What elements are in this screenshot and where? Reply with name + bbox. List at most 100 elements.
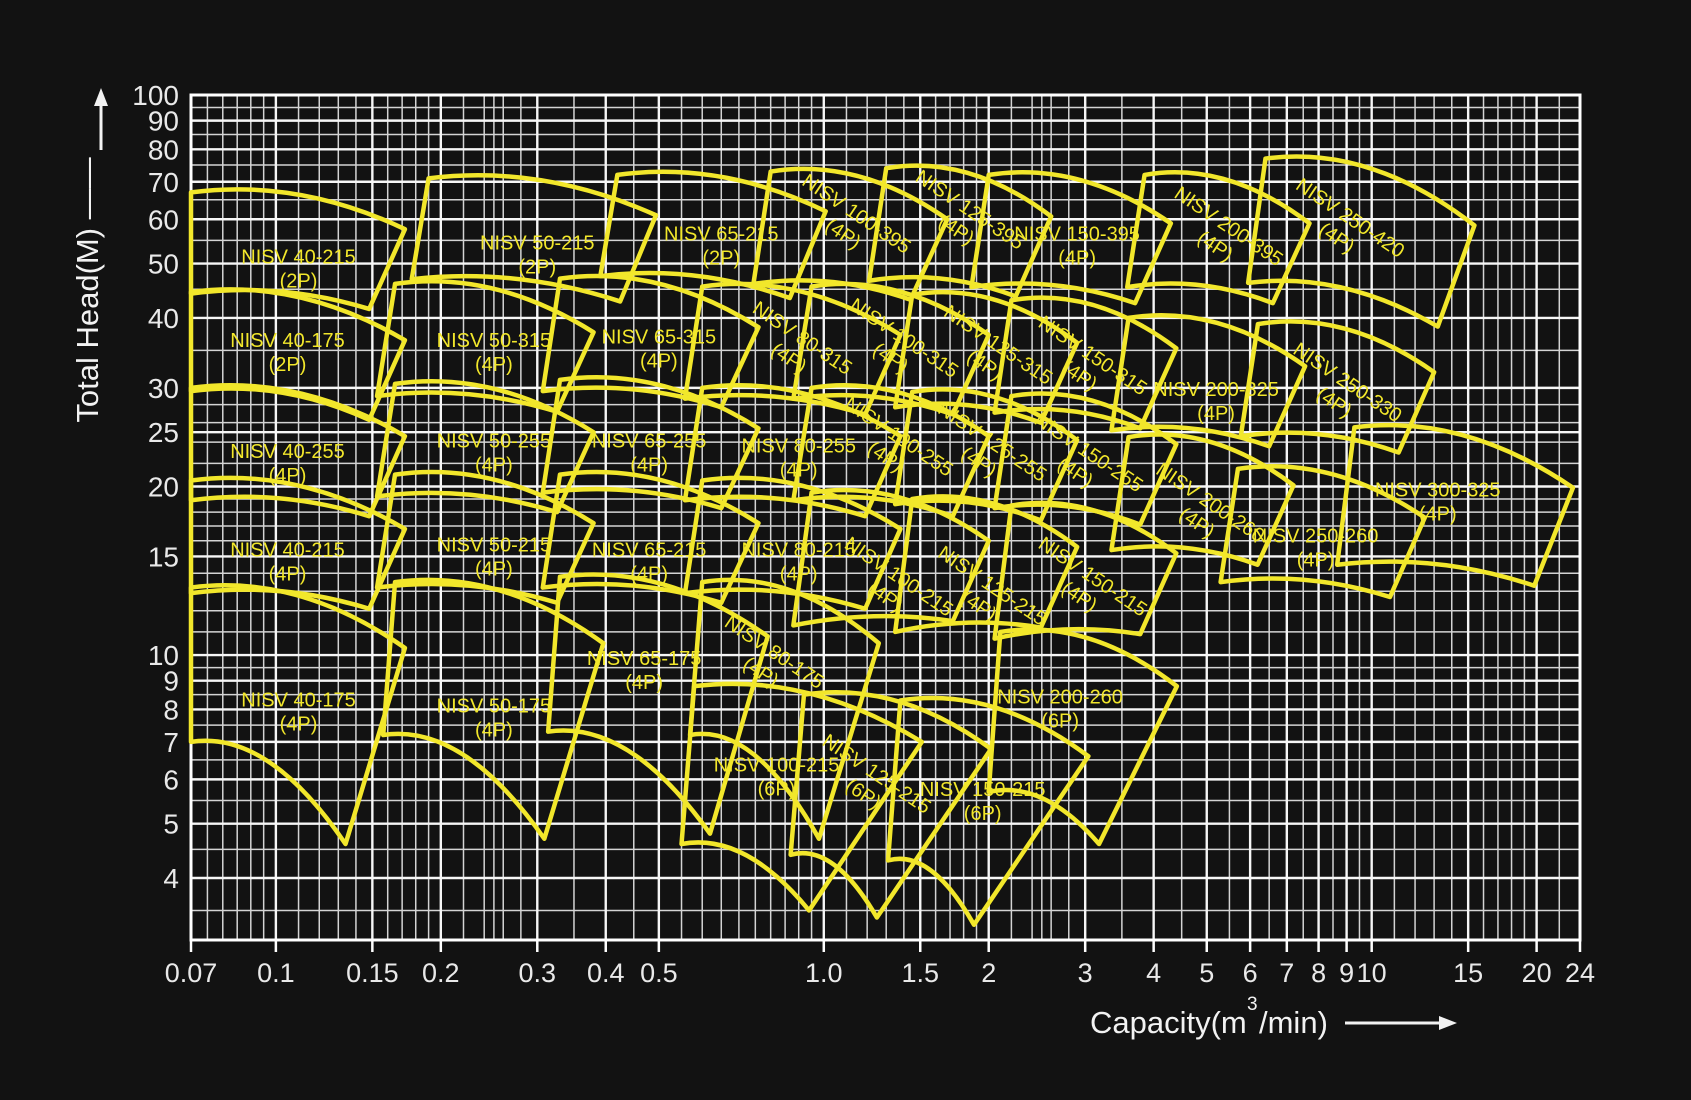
pump-model-label: NISV 40-175 [230,330,345,352]
pump-model-label: NISV 50-255 [437,430,552,452]
pump-region-label-nisv-50-215-4p: NISV 50-215(4P) [437,535,552,581]
pump-model-label: NISV 65-255 [592,430,707,452]
pump-poles-label: (4P) [625,672,663,694]
x-tick-label: 0.15 [346,958,399,988]
pump-poles-label: (4P) [475,454,513,476]
pump-model-label: NISV 50-215 [437,535,552,557]
pump-region-nisv-65-215-4p [540,469,761,606]
pump-region-label-nisv-65-255-4p: NISV 65-255(4P) [592,430,707,476]
pump-model-label: NISV 40-175 [241,689,356,711]
pump-region-nisv-50-215-2p [409,173,659,304]
pump-model-label: NISV 65-315 [602,327,717,349]
pump-model-label: NISV 100-215 [714,754,840,776]
x-tick-label: 2 [981,958,996,988]
pump-region-nisv-100-215-4p [791,487,991,628]
pump-region-nisv-250-330-4p [1238,319,1437,455]
x-axis-arrowhead-icon [1439,1016,1457,1030]
pump-region-label-nisv-50-255-4p: NISV 50-255(4P) [437,430,552,476]
pump-region-nisv-200-260-4p [1109,432,1296,567]
x-tick-label: 5 [1199,958,1214,988]
y-tick-label: 20 [148,471,179,502]
x-tick-label: 0.5 [640,958,678,988]
pump-region-label-nisv-40-255-4p: NISV 40-255(4P) [230,441,345,487]
pump-region-label-nisv-150-215-6p: NISV 150-215(6P) [920,779,1046,825]
pump-poles-label: (6P) [1041,710,1079,732]
pump-poles-label: (4P) [1197,403,1235,425]
pump-poles-label: (4P) [475,719,513,741]
pump-poles-label: (4P) [630,454,668,476]
x-tick-label: 8 [1311,958,1326,988]
y-tick-label: 25 [148,417,179,448]
pump-model-label: NISV 40-215 [230,539,345,561]
pump-region-label-nisv-100-215-6p: NISV 100-215(6P) [714,754,840,800]
y-axis-arrowhead-icon [94,88,108,106]
pump-region-nisv-250-260-4p [1218,464,1428,600]
y-tick-label: 100 [132,80,179,111]
pump-poles-label: (4P) [475,354,513,376]
pump-model-label: NISV 40-215 [241,247,356,269]
x-tick-label: 4 [1146,958,1161,988]
y-tick-label: 70 [148,167,179,198]
pump-region-nisv-40-215-4p [188,475,408,611]
pump-poles-label: (6P) [758,778,796,800]
pump-region-nisv-200-395-4p [1125,170,1312,306]
pump-poles-label: (2P) [280,271,318,293]
pump-model-label: NISV 80-255 [741,436,856,458]
pump-poles-label: (4P) [640,351,678,373]
pump-region-nisv-80-255-4p [682,383,903,519]
pump-region-label-nisv-200-260-6p: NISV 200-260(6P) [997,686,1123,732]
pump-region-nisv-100-395-4p [751,166,950,302]
pump-region-label-nisv-50-175-4p: NISV 50-175(4P) [437,695,552,741]
pump-region-label-nisv-40-215-2p: NISV 40-215(2P) [241,247,356,293]
pump-region-nisv-80-175-4p [687,577,882,842]
x-tick-label: 0.1 [257,958,295,988]
axis-ticks: 0.07 0.1 0.15 0.2 0.3 0.4 0.5 1.0 1.5 2 3 4 5 6 7 8 9 10 1… [132,80,1595,988]
x-tick-label: 6 [1243,958,1258,988]
pump-model-label: NISV 150-215 [920,779,1046,801]
y-tick-label: 5 [163,809,179,840]
pump-model-label: NISV 50-175 [437,695,552,717]
x-tick-label: 3 [1078,958,1093,988]
pump-region-nisv-50-315-4p [374,279,596,414]
y-tick-label: 7 [163,727,179,758]
x-tick-label: 0.3 [519,958,557,988]
pump-poles-label: (4P) [280,713,318,735]
y-tick-label: 80 [148,134,179,165]
x-tick-label: 1.5 [901,958,939,988]
y-axis-title: Total Head(M) ―― [70,157,105,422]
pump-region-nisv-200-260-6p [986,627,1180,847]
pump-poles-label: (2P) [702,247,740,269]
pump-poles-label: (2P) [518,256,556,278]
pump-region-label-nisv-65-315-4p: NISV 65-315(4P) [602,327,717,373]
pump-model-label: NISV 50-215 [480,232,595,254]
x-tick-label: 0.4 [587,958,625,988]
x-axis-title-group: Capacity(m 3 /min) [1090,994,1457,1040]
pump-region-nisv-65-215-2p [598,169,828,301]
pump-model-label: NISV 65-175 [587,648,702,670]
pump-poles-label: (4P) [1419,503,1457,525]
y-tick-label: 6 [163,764,179,795]
pump-model-label: NISV 40-255 [230,441,345,463]
pump-region-nisv-40-175-2p [188,287,408,423]
pump-poles-label: (6P) [964,803,1002,825]
y-tick-label: 8 [163,694,179,725]
pump-region-label-nisv-50-315-4p: NISV 50-315(4P) [437,330,552,376]
pump-model-label: NISV 65-215 [664,223,779,245]
pump-region-nisv-150-215-6p [885,695,1091,928]
pump-region-label-nisv-250-260-4p: NISV 250-260(4P) [1253,525,1379,571]
y-tick-label: 60 [148,204,179,235]
pump-region-nisv-50-175-4p [380,577,606,842]
pump-region-label-nisv-40-215-4p: NISV 40-215(4P) [230,539,345,585]
pump-region-nisv-125-215-4p [892,494,1080,635]
y-tick-label: 40 [148,303,179,334]
pump-region-label-nisv-65-215-2p: NISV 65-215(2P) [664,223,779,269]
y-tick-label: 50 [148,249,179,280]
pump-model-label: NISV 150-395 [1014,223,1140,245]
y-axis-title-group: Total Head(M) ―― [70,88,108,423]
pump-model-label: NISV 65-215 [592,539,707,561]
pump-region-nisv-65-255-4p [540,375,761,511]
x-tick-label: 9 [1339,958,1354,988]
pump-region-nisv-100-215-6p [679,681,925,913]
